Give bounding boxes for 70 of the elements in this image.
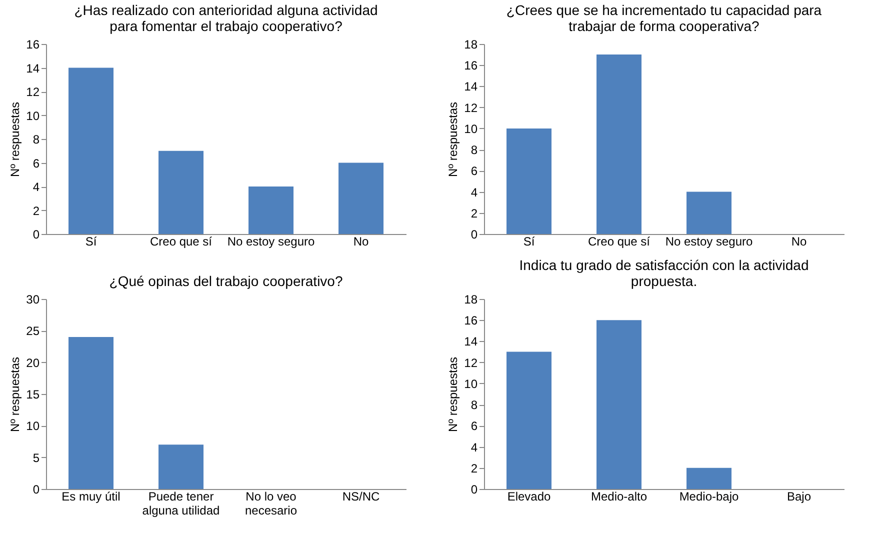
y-tick-label: 12: [464, 100, 478, 115]
y-tick-label: 4: [470, 185, 478, 200]
y-tick-label: 25: [26, 324, 40, 338]
bar: [686, 468, 732, 489]
y-tick-label: 2: [470, 206, 478, 220]
y-tick-label: 15: [26, 388, 40, 402]
y-axis-title: Nº respuestas: [8, 356, 22, 432]
y-tick-label: 0: [32, 228, 40, 242]
bar: [596, 54, 642, 234]
y-tick-label: 10: [464, 376, 478, 391]
bar: [68, 68, 114, 234]
y-tick-label: 16: [464, 58, 478, 73]
y-tick-label: 2: [470, 461, 478, 476]
x-tick-label: Medio-bajo: [679, 490, 740, 504]
x-tick-label: Bajo: [786, 490, 812, 504]
y-tick-label: 10: [26, 419, 40, 434]
bar: [248, 186, 294, 234]
bar: [506, 352, 552, 489]
y-tick-label: 0: [32, 482, 40, 496]
y-tick-label: 18: [464, 292, 478, 306]
x-tick-label: Creo que sí: [588, 234, 651, 248]
y-tick-label: 8: [32, 132, 40, 146]
y-tick-label: 8: [470, 143, 478, 158]
x-tick-label: No estoy seguro: [227, 234, 316, 248]
y-tick-label: 6: [470, 419, 478, 434]
y-tick-label: 12: [464, 356, 478, 370]
y-tick-label: 2: [32, 204, 40, 218]
y-tick-label: 5: [32, 450, 40, 465]
y-tick-label: 8: [470, 398, 478, 412]
bar: [338, 162, 384, 234]
y-tick-label: 10: [26, 108, 40, 123]
x-tick-label: Puede tener alguna utilidad: [142, 490, 220, 518]
x-tick-label: No estoy seguro: [665, 234, 754, 248]
y-tick-label: 14: [26, 61, 40, 76]
chart-title: ¿Qué opinas del trabajo cooperativo?: [109, 273, 343, 289]
x-tick-label: Es muy útil: [62, 490, 120, 504]
x-tick-label: No lo veo necesario: [244, 490, 298, 518]
bar: [596, 320, 642, 489]
y-tick-label: 0: [470, 228, 478, 242]
y-tick-label: 20: [26, 356, 40, 370]
y-tick-label: 0: [470, 482, 478, 496]
y-tick-label: 16: [26, 38, 40, 52]
y-tick-label: 18: [464, 38, 478, 52]
x-tick-label: No: [791, 234, 807, 248]
y-tick-label: 4: [470, 440, 478, 454]
y-tick-label: 10: [464, 122, 478, 136]
x-tick-label: Sí: [523, 234, 536, 248]
x-tick-label: Medio-alto: [590, 490, 648, 504]
bar: [506, 128, 552, 234]
chart-title: Indica tu grado de satisfacción con la actividad propuesta.: [519, 257, 809, 289]
x-tick-label: NS/NC: [342, 490, 380, 504]
chart-title: ¿Has realizado con anterioridad alguna actividad para fomentar el trabajo cooperativo?: [74, 2, 378, 34]
chart-title: ¿Crees que se ha incrementado tu capacidad para trabajar de forma cooperativa?: [506, 2, 822, 34]
x-tick-label: Creo que sí: [150, 234, 213, 248]
y-tick-label: 4: [32, 180, 40, 194]
y-tick-label: 14: [464, 334, 478, 349]
bar: [686, 192, 732, 234]
y-axis-title: Nº respuestas: [446, 102, 460, 178]
x-tick-label: Elevado: [507, 490, 552, 504]
y-axis-title: Nº respuestas: [446, 356, 460, 432]
x-tick-label: No: [353, 234, 369, 248]
y-tick-label: 12: [26, 85, 40, 99]
y-tick-label: 6: [470, 164, 478, 178]
y-tick-label: 30: [26, 292, 40, 306]
y-tick-label: 16: [464, 314, 478, 328]
y-tick-label: 14: [464, 80, 478, 94]
x-tick-label: Sí: [85, 234, 98, 248]
bar: [158, 150, 204, 234]
y-axis-title: Nº respuestas: [8, 102, 22, 178]
y-tick-label: 6: [32, 156, 40, 170]
